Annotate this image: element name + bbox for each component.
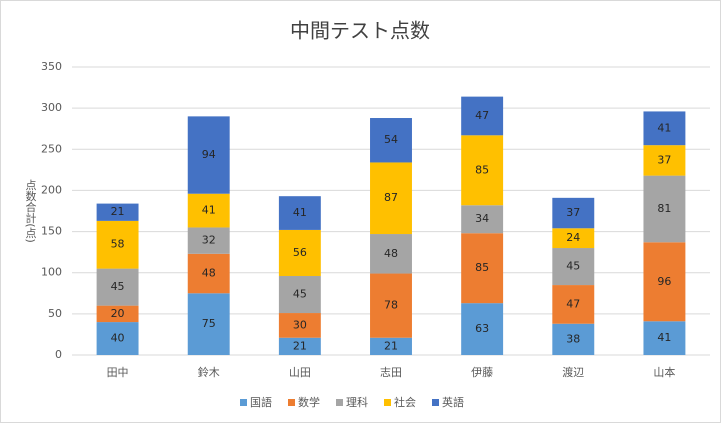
bar-segment (643, 321, 686, 355)
x-tick-label: 鈴木 (198, 365, 220, 379)
y-tick-label: 150 (41, 225, 62, 238)
data-label: 45 (566, 260, 580, 273)
data-label: 41 (657, 121, 671, 134)
bar-segment (187, 116, 230, 194)
data-label: 38 (566, 332, 580, 345)
bar-segment (643, 175, 686, 243)
bar-segment (278, 196, 321, 230)
bar-segment (552, 248, 595, 286)
data-label: 96 (657, 275, 671, 288)
legend-label: 数学 (298, 395, 320, 409)
data-label: 37 (566, 206, 580, 219)
bar-segment (278, 313, 321, 338)
bar-segment (370, 162, 412, 235)
bar-segment (96, 220, 139, 269)
x-tick-label: 田中 (107, 366, 129, 379)
legend-swatch (288, 399, 295, 406)
bar-segment (461, 303, 504, 355)
data-label: 94 (202, 148, 216, 161)
data-label: 58 (111, 238, 125, 251)
data-label: 40 (111, 332, 125, 345)
bar-segment (278, 229, 321, 277)
bar-segment (187, 293, 230, 355)
data-label: 41 (202, 204, 216, 217)
data-label: 85 (475, 163, 489, 176)
bar-segment (370, 337, 412, 355)
x-tick-label: 志田 (380, 366, 402, 379)
legend-label: 理科 (346, 395, 368, 409)
data-label: 87 (384, 191, 398, 204)
legend-swatch (384, 399, 391, 406)
data-label: 78 (384, 299, 398, 312)
bar-segment (461, 205, 504, 234)
legend-swatch (432, 399, 439, 406)
bar-segment (278, 337, 321, 355)
bar-segment (643, 145, 686, 176)
y-tick-label: 200 (41, 183, 62, 196)
data-label: 32 (202, 234, 216, 247)
data-label: 48 (384, 247, 398, 260)
data-label: 48 (202, 267, 216, 280)
x-tick-label: 山田 (289, 366, 311, 379)
bar-segment (96, 268, 139, 306)
data-label: 34 (475, 212, 489, 225)
data-label: 30 (293, 318, 307, 331)
data-label: 24 (566, 231, 580, 244)
data-label: 41 (657, 331, 671, 344)
legend-swatch (336, 399, 343, 406)
legend-label: 社会 (394, 395, 416, 409)
data-label: 63 (475, 322, 489, 335)
data-label: 85 (475, 261, 489, 274)
y-tick-label: 100 (41, 266, 62, 279)
data-label: 21 (384, 339, 398, 352)
x-tick-label: 渡辺 (562, 365, 584, 379)
bar-segment (643, 242, 686, 322)
data-label: 45 (111, 280, 125, 293)
y-tick-label: 0 (55, 348, 62, 361)
x-tick-label: 山本 (653, 365, 675, 379)
data-label: 20 (111, 307, 125, 320)
bar-segment (187, 227, 230, 254)
y-tick-label: 300 (41, 101, 62, 114)
bar-segment (461, 233, 504, 304)
legend-label: 英語 (442, 395, 464, 409)
bar-segment (461, 135, 504, 206)
legend-swatch (240, 399, 247, 406)
y-tick-label: 350 (41, 60, 62, 73)
bar-segment (278, 276, 321, 314)
data-label: 21 (111, 205, 125, 218)
data-label: 47 (566, 297, 580, 310)
data-label: 81 (657, 202, 671, 215)
bar-segment (187, 193, 230, 228)
data-label: 45 (293, 288, 307, 301)
bar-segment (96, 305, 139, 323)
legend-label: 国語 (250, 395, 272, 409)
bar-segment (370, 118, 412, 163)
bar-segment (552, 197, 595, 229)
data-label: 21 (293, 339, 307, 352)
bar-segment (552, 323, 595, 355)
bar-segment (370, 234, 412, 274)
bar-segment (552, 285, 595, 324)
data-label: 56 (293, 246, 307, 259)
bar-segment (370, 273, 412, 338)
y-axis-label: 点数合計(点) (24, 179, 37, 243)
data-label: 47 (475, 109, 489, 122)
bar-segment (96, 203, 139, 221)
bar-segment (552, 228, 595, 249)
chart-title: 中間テスト点数 (290, 19, 430, 43)
data-label: 54 (384, 133, 398, 146)
y-tick-label: 250 (41, 142, 62, 155)
bar-segment (96, 322, 139, 355)
y-tick-label: 50 (48, 307, 62, 320)
data-label: 41 (293, 206, 307, 219)
bar-segment (461, 96, 504, 136)
data-label: 37 (657, 153, 671, 166)
bar-segment (643, 111, 686, 146)
x-tick-label: 伊藤 (471, 366, 493, 379)
bar-segment (187, 253, 230, 294)
data-label: 75 (202, 317, 216, 330)
